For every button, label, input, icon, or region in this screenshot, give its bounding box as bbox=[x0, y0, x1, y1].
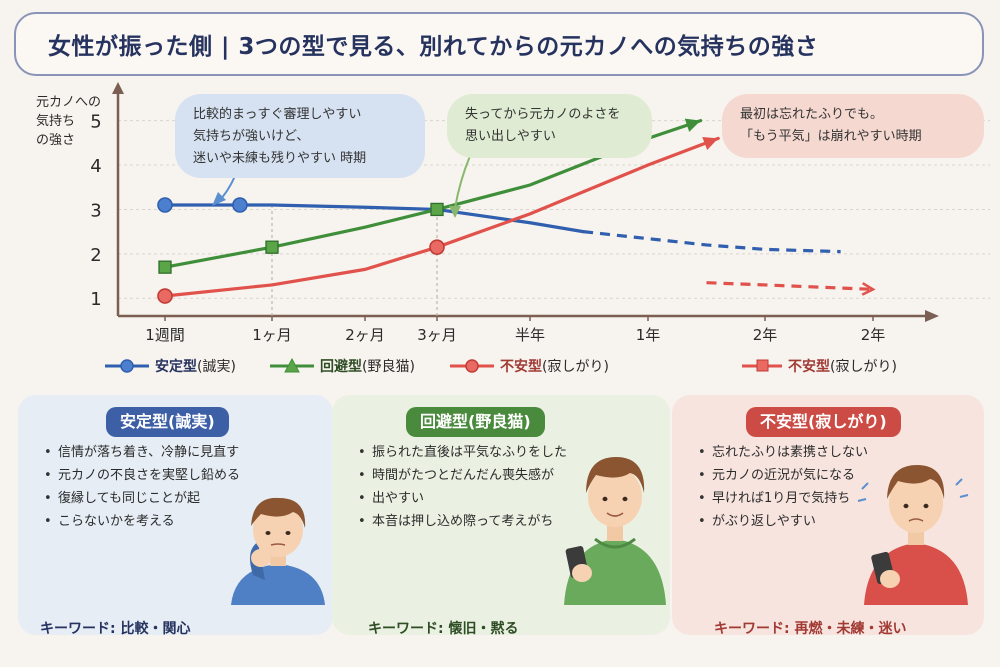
list-item: 出やすい bbox=[358, 487, 567, 510]
y-tick-label: 4 bbox=[90, 156, 101, 177]
x-tick-label: 2年 bbox=[753, 326, 778, 344]
x-tick-label: 1年 bbox=[636, 326, 661, 344]
data-point-marker bbox=[430, 202, 444, 217]
y-tick-label: 1 bbox=[90, 289, 101, 310]
bubble-text: 迷いや未練も残りやすい 時期 bbox=[193, 151, 367, 166]
bullet-list: 忘れたふりは素携さしない 元カノの近況が気になる 早ければ1り月で気持ち がぶり… bbox=[698, 441, 868, 533]
page-title: 女性が振った側 | 3つの型で見る、別れてからの元カノへの気持ちの強さ bbox=[48, 34, 819, 60]
list-item: 元カノの不良さを実堅し鉛める bbox=[44, 464, 240, 487]
bubble-text: 失ってから元カノのよさを bbox=[465, 107, 621, 122]
y-axis-label: 元カノへの bbox=[36, 95, 101, 110]
data-point-marker bbox=[232, 197, 248, 213]
legend-label: 安定型 bbox=[155, 359, 197, 375]
worried-man-illustration bbox=[857, 465, 969, 605]
bubble-text: 「もう平気」は崩れやすい時期 bbox=[740, 129, 922, 144]
x-tick-label: 2年 bbox=[861, 326, 886, 344]
list-item: 信情が落ち着き、冷静に見直す bbox=[44, 441, 240, 464]
panel-title: 不安型(寂しがり) bbox=[746, 407, 901, 437]
legend-line-icon bbox=[105, 359, 149, 373]
bubble-text: 気持ちが強いけど、 bbox=[193, 129, 310, 144]
panel-stable: 安定型(誠実) 信情が落ち着き、冷静に見直す 元カノの不良さを実堅し鉛める 復縁… bbox=[18, 395, 333, 637]
x-tick-label: 3ヶ月 bbox=[417, 326, 457, 344]
legend-item-stable: 安定型 (誠実) bbox=[105, 355, 236, 377]
x-tick-label: 1ヶ月 bbox=[252, 326, 292, 344]
list-item: 振られた直後は平気なふりをした bbox=[358, 441, 567, 464]
x-tick-label: 2ヶ月 bbox=[345, 326, 385, 344]
list-item: こらないかを考える bbox=[44, 510, 240, 533]
legend-sublabel: (野良猫) bbox=[362, 359, 415, 375]
pointer-arrow-icon bbox=[454, 155, 471, 209]
legend-sublabel: (誠実) bbox=[197, 359, 236, 375]
list-item: 本音は押し込め際って考えがち bbox=[358, 510, 567, 533]
keyword-text: キーワード: 懐旧・黙る bbox=[368, 621, 519, 637]
legend-item-avoidant: 回避型 (野良猫) bbox=[270, 355, 415, 377]
list-item: 忘れたふりは素携さしない bbox=[698, 441, 868, 464]
data-point-marker bbox=[157, 197, 173, 213]
legend-line-icon bbox=[450, 359, 494, 373]
arrow-head-icon bbox=[702, 137, 719, 151]
data-point-marker bbox=[429, 239, 445, 255]
data-point-marker bbox=[157, 288, 173, 304]
man-with-phone-illustration bbox=[564, 457, 666, 605]
legend-label: 不安型 bbox=[788, 359, 830, 375]
bubble-stable: 比較的まっすぐ審理しやすい 気持ちが強いけど、 迷いや未練も残りやすい 時期 bbox=[175, 94, 425, 178]
list-item: 復縁しても同じことが起 bbox=[44, 487, 240, 510]
keyword-text: キーワード: 比較・関心 bbox=[40, 621, 191, 637]
x-tick-label: 1週間 bbox=[145, 326, 185, 344]
bubble-anxious: 最初は忘れたふりでも。 「もう平気」は崩れやすい時期 bbox=[722, 94, 984, 158]
panel-title: 回避型(野良猫) bbox=[406, 407, 545, 437]
pointer-arrow-icon bbox=[212, 192, 226, 206]
legend-item-anxious: 不安型 (寂しがり) bbox=[450, 355, 609, 377]
bullet-list: 信情が落ち着き、冷静に見直す 元カノの不良さを実堅し鉛める 復縁しても同じことが… bbox=[44, 441, 240, 533]
y-axis-label: の強さ bbox=[36, 133, 75, 148]
title-box: 女性が振った側 | 3つの型で見る、別れてからの元カノへの気持ちの強さ bbox=[14, 12, 984, 76]
panel-avoidant: 回避型(野良猫) 振られた直後は平気なふりをした 時間がたつとだんだん喪失感が … bbox=[332, 395, 670, 637]
series-forecast-line bbox=[582, 230, 841, 254]
panel-anxious: 不安型(寂しがり) 忘れたふりは素携さしない 元カノの近況が気になる 早ければ1… bbox=[672, 395, 984, 637]
panel-title: 安定型(誠実) bbox=[106, 407, 229, 437]
arrow-head-icon bbox=[861, 282, 876, 296]
y-tick-label: 5 bbox=[90, 112, 101, 133]
keyword-text: キーワード: 再燃・未練・迷い bbox=[714, 621, 907, 637]
bullet-list: 振られた直後は平気なふりをした 時間がたつとだんだん喪失感が 出やすい 本音は押… bbox=[358, 441, 567, 533]
legend-line-icon bbox=[270, 358, 314, 373]
list-item: 時間がたつとだんだん喪失感が bbox=[358, 464, 567, 487]
list-item: がぶり返しやすい bbox=[698, 510, 868, 533]
bubble-avoidant: 失ってから元カノのよさを 思い出しやすい bbox=[447, 94, 652, 158]
thinking-man-illustration bbox=[231, 497, 325, 605]
bubble-text: 最初は忘れたふりでも。 bbox=[740, 107, 884, 122]
list-item: 元カノの近況が気になる bbox=[698, 464, 868, 487]
x-axis-arrow-icon bbox=[925, 310, 939, 322]
legend-item-anxious-dashed: 不安型 (寂しがり) bbox=[742, 355, 897, 377]
legend-label: 不安型 bbox=[500, 359, 542, 375]
y-axis-label: 気持ち bbox=[36, 113, 75, 129]
bubble-text: 思い出しやすい bbox=[465, 129, 556, 144]
legend-label: 回避型 bbox=[320, 359, 362, 375]
series-forecast-line bbox=[706, 281, 874, 291]
y-axis-arrow-icon bbox=[112, 82, 124, 94]
data-point-marker bbox=[265, 240, 279, 254]
data-point-marker bbox=[158, 260, 172, 274]
x-tick-label: 半年 bbox=[515, 326, 545, 344]
chart: 1 2 3 4 5 元カノへの気持ちの強さ 1週間 1ヶ月 2ヶ月 3ヶ月 半年 1年 2年 2年 bbox=[36, 82, 990, 344]
legend-sublabel: (寂しがり) bbox=[830, 359, 897, 375]
bubble-text: 比較的まっすぐ審理しやすい bbox=[193, 107, 362, 122]
pointer-arrow-icon bbox=[449, 206, 461, 218]
y-tick-label: 2 bbox=[90, 245, 101, 266]
y-tick-label: 3 bbox=[90, 200, 101, 221]
legend-sublabel: (寂しがり) bbox=[542, 359, 609, 375]
arrow-head-icon bbox=[684, 118, 701, 132]
list-item: 早ければ1り月で気持ち bbox=[698, 487, 868, 510]
legend-line-icon bbox=[742, 359, 782, 372]
